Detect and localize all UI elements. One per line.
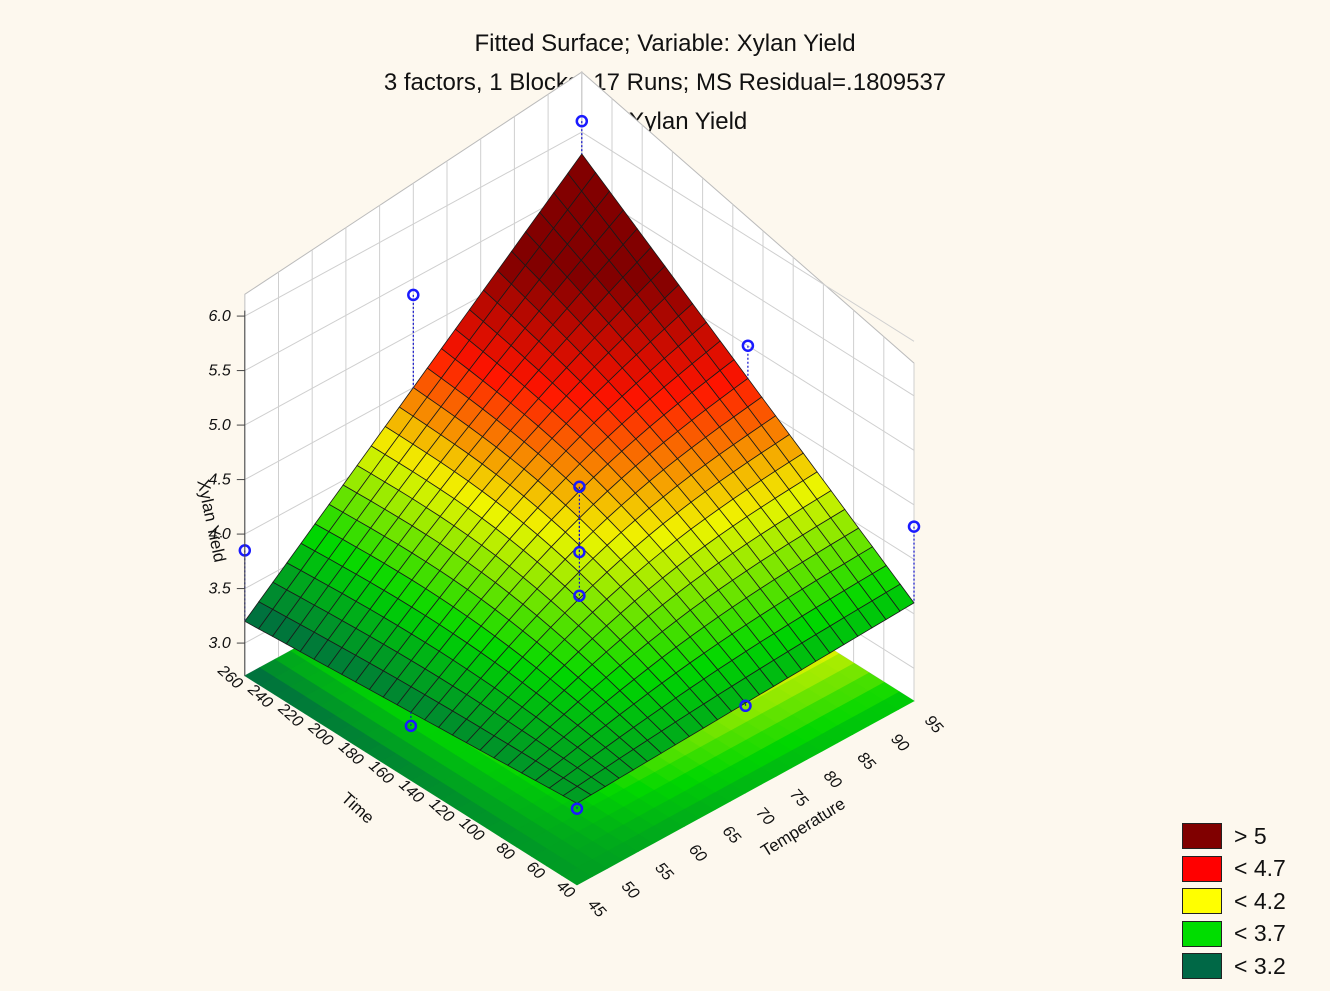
x-tick-label: 75 [786,786,811,811]
legend-label: < 4.7 [1234,855,1286,882]
surface-cell [562,785,592,804]
x-tick-label: 70 [753,804,778,829]
observed-points [238,114,921,815]
x-tick-label: 65 [719,823,744,848]
x-tick-label: 50 [618,878,643,903]
x-tick-label: 80 [820,768,845,793]
chart-title: Fitted Surface; Variable: Xylan Yield [474,30,856,57]
z-tick-label: 5.0 [209,417,231,434]
y-axis-label: Time [338,788,378,827]
x-tick-label: 45 [584,896,609,921]
x-tick-label: 55 [651,860,676,885]
color-legend: > 5 < 4.7 < 4.2 < 3.7 < 3.2 [1182,820,1286,983]
z-tick-label: 3.0 [209,635,231,652]
observed-point [575,114,589,128]
legend-label: < 4.2 [1234,887,1286,914]
observed-point [407,288,420,302]
legend-item: < 4.2 [1182,885,1286,918]
observed-point [907,520,921,533]
observed-point [573,589,586,602]
legend-item: < 4.7 [1182,853,1286,886]
legend-item: < 3.2 [1182,950,1286,983]
wall-grid-line [244,131,915,342]
z-axis-label: Xylan Yield [193,478,229,564]
x-tick-label: 60 [685,841,710,866]
x-tick-label: 85 [854,749,879,774]
legend-swatch [1182,888,1222,915]
legend-label: > 5 [1234,822,1267,849]
legend-label: < 3.7 [1234,920,1286,947]
legend-swatch [1182,920,1222,947]
legend-label: < 3.2 [1234,952,1286,979]
z-tick-label: 5.5 [209,363,231,380]
observed-point [573,480,586,493]
legend-item: > 5 [1182,820,1286,853]
observed-point [741,339,755,352]
fitted-surface [244,153,915,804]
legend-swatch [1182,855,1222,882]
y-tick-label: 260 [214,662,246,693]
legend-swatch [1182,823,1222,850]
observed-point [404,719,418,733]
observed-point [739,699,752,713]
z-tick-label: 4.0 [209,526,231,543]
z-tick-label: 3.5 [209,581,231,598]
x-tick-label: 90 [887,731,912,756]
observed-point [570,802,584,815]
legend-swatch [1182,953,1222,980]
z-tick-label: 6.0 [209,308,231,325]
z-tick-label: 4.5 [209,472,231,489]
x-tick-label: 95 [921,712,946,737]
legend-item: < 3.7 [1182,918,1286,951]
chart-subtitle: 3 factors, 1 Blocks, 17 Runs; MS Residua… [383,69,947,96]
